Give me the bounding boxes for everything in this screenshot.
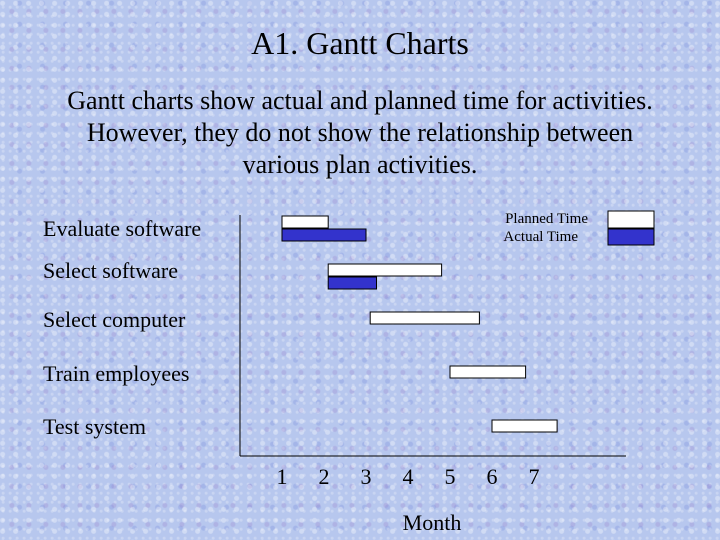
actual-bar bbox=[327, 276, 378, 290]
gantt-bars bbox=[281, 215, 558, 433]
x-tick-label: 5 bbox=[445, 464, 456, 489]
body-line-3: various plan activities. bbox=[242, 150, 478, 179]
x-tick-label: 4 bbox=[403, 464, 414, 489]
x-tick-label: 1 bbox=[277, 464, 288, 489]
legend-label-planned: Planned Time bbox=[505, 211, 588, 227]
legend: Planned Time Actual Time bbox=[503, 210, 655, 246]
body-line-1: Gantt charts show actual and planned tim… bbox=[67, 86, 653, 115]
legend-swatch-planned bbox=[607, 210, 655, 229]
planned-bar bbox=[281, 215, 329, 229]
legend-swatch-actual bbox=[607, 228, 655, 246]
slide-title: A1. Gantt Charts bbox=[251, 25, 469, 61]
slide-body: Gantt charts show actual and planned tim… bbox=[20, 85, 700, 181]
chart-axes bbox=[239, 215, 626, 457]
task-label: Select computer bbox=[43, 307, 186, 332]
task-labels: Evaluate software Select software Select c… bbox=[43, 216, 201, 439]
task-label: Train employees bbox=[43, 361, 189, 386]
actual-bar bbox=[281, 228, 367, 242]
task-label: Test system bbox=[43, 414, 146, 439]
x-axis-title: Month bbox=[403, 510, 462, 535]
planned-bar bbox=[491, 419, 558, 433]
legend-label-actual: Actual Time bbox=[503, 229, 578, 245]
planned-bar bbox=[449, 365, 527, 379]
task-label: Evaluate software bbox=[43, 216, 201, 241]
body-line-2: However, they do not show the relationsh… bbox=[86, 118, 634, 147]
planned-bar bbox=[327, 263, 443, 277]
x-tick-labels: 1 2 3 4 5 6 7 bbox=[277, 464, 540, 489]
x-tick-label: 6 bbox=[487, 464, 498, 489]
x-tick-label: 7 bbox=[529, 464, 540, 489]
x-tick-label: 3 bbox=[361, 464, 372, 489]
planned-bar bbox=[369, 311, 480, 325]
task-label: Select software bbox=[43, 258, 178, 283]
x-tick-label: 2 bbox=[319, 464, 330, 489]
